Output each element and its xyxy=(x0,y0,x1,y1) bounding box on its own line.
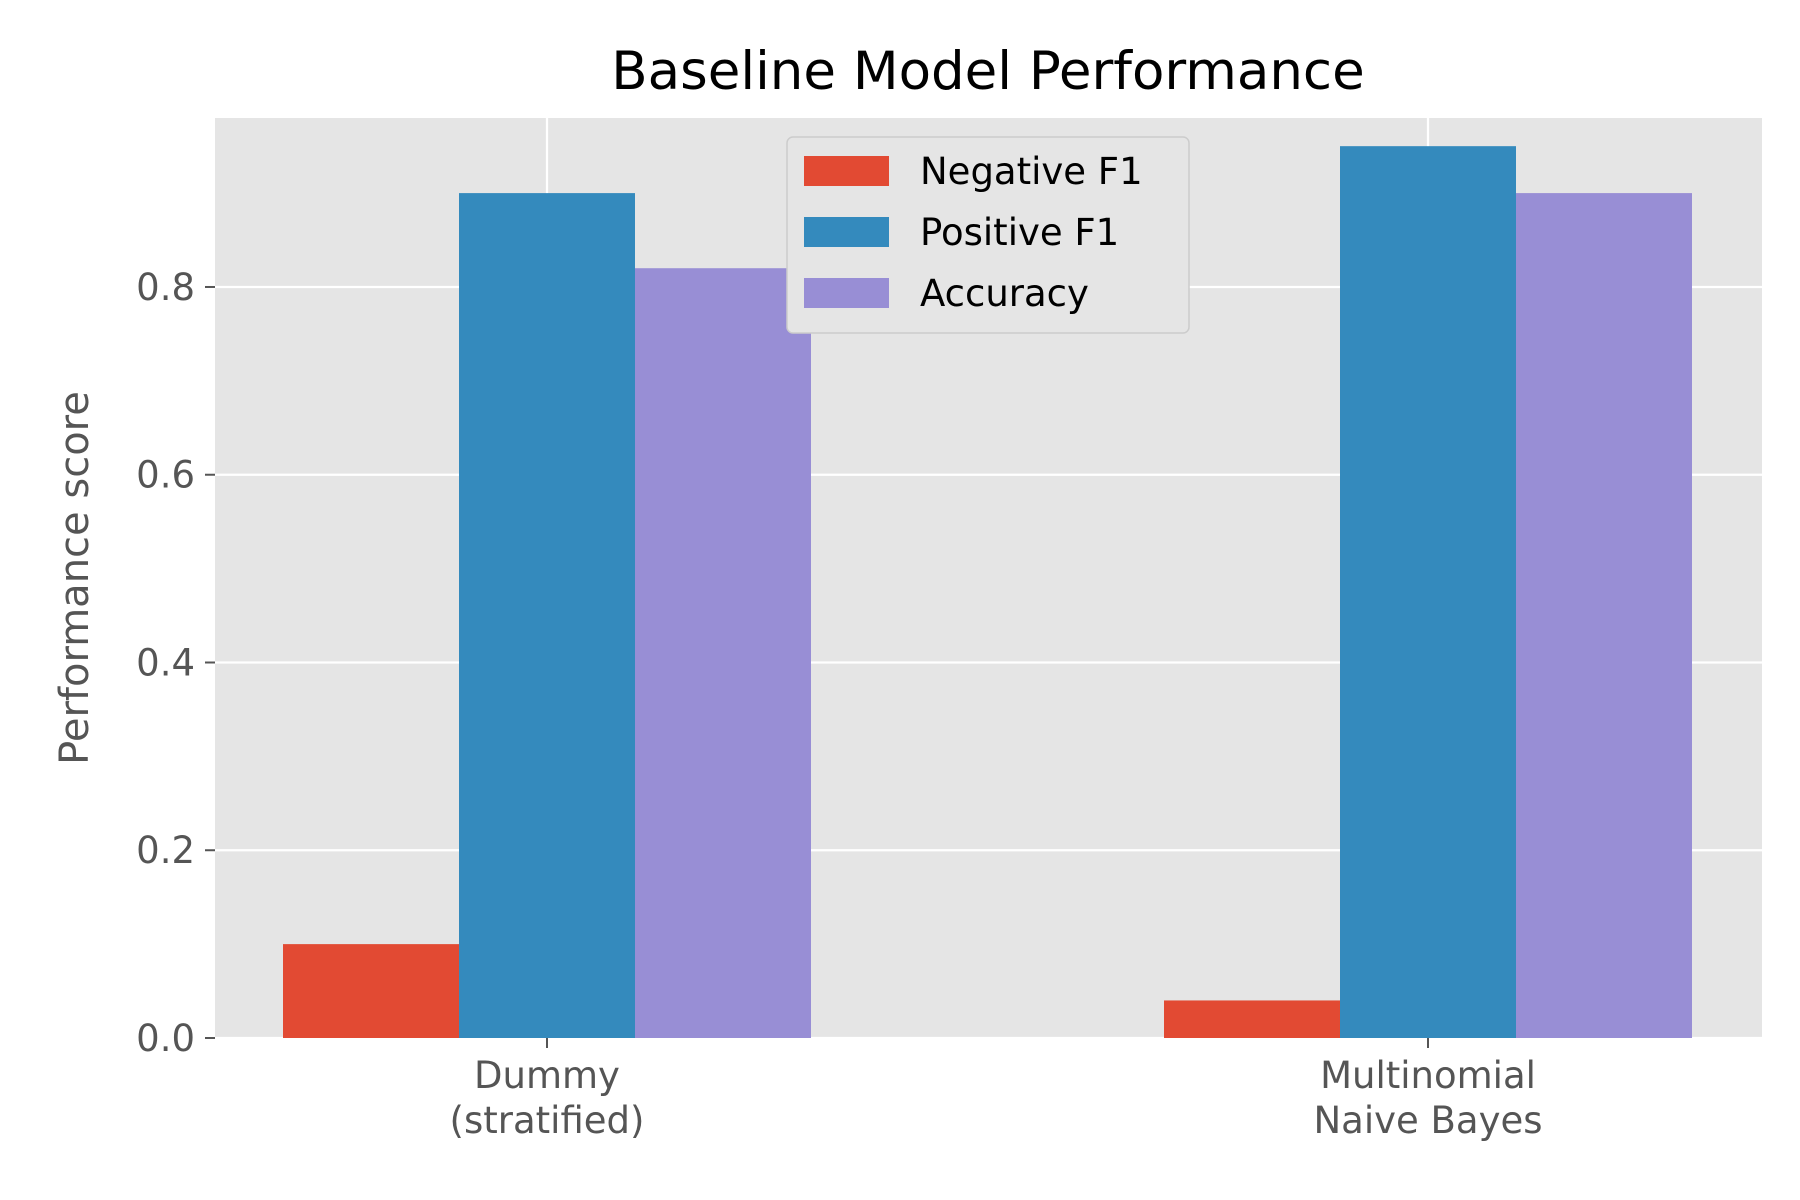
legend: Negative F1 Positive F1 Accuracy xyxy=(786,136,1190,334)
x-tick-label-line: (stratified) xyxy=(450,1099,645,1142)
x-tick-label-line: Naive Bayes xyxy=(1313,1099,1542,1142)
legend-swatch xyxy=(804,217,889,247)
bar-positive-f1 xyxy=(1340,146,1516,1038)
legend-label: Negative F1 xyxy=(920,150,1143,193)
y-tick-label: 0.0 xyxy=(136,1017,195,1060)
bar-accuracy xyxy=(635,268,811,1038)
y-axis: 0.0 0.2 0.4 0.6 0.8 xyxy=(136,266,215,1060)
bar-positive-f1 xyxy=(459,193,635,1038)
x-tick-label-line: Multinomial xyxy=(1320,1054,1536,1097)
x-tick-label-line: Dummy xyxy=(474,1054,620,1097)
bar-negative-f1 xyxy=(283,944,459,1038)
legend-swatch xyxy=(804,278,889,308)
legend-label: Positive F1 xyxy=(920,211,1119,254)
y-tick-label: 0.4 xyxy=(136,641,195,684)
legend-swatch xyxy=(804,156,889,186)
y-tick-label: 0.8 xyxy=(136,266,195,309)
y-tick-label: 0.2 xyxy=(136,829,195,872)
x-tick-label: Multinomial Naive Bayes xyxy=(1313,1054,1542,1142)
y-axis-label: Performance score xyxy=(52,391,98,765)
bar-negative-f1 xyxy=(1164,1000,1340,1038)
legend-label: Accuracy xyxy=(920,272,1089,315)
chart-title: Baseline Model Performance xyxy=(611,41,1364,102)
x-tick-label: Dummy (stratified) xyxy=(450,1054,645,1142)
y-tick-label: 0.6 xyxy=(136,454,195,497)
bars xyxy=(283,146,1692,1038)
x-axis: Dummy (stratified) Multinomial Naive Bayes xyxy=(450,1038,1543,1142)
bar-accuracy xyxy=(1516,193,1692,1038)
